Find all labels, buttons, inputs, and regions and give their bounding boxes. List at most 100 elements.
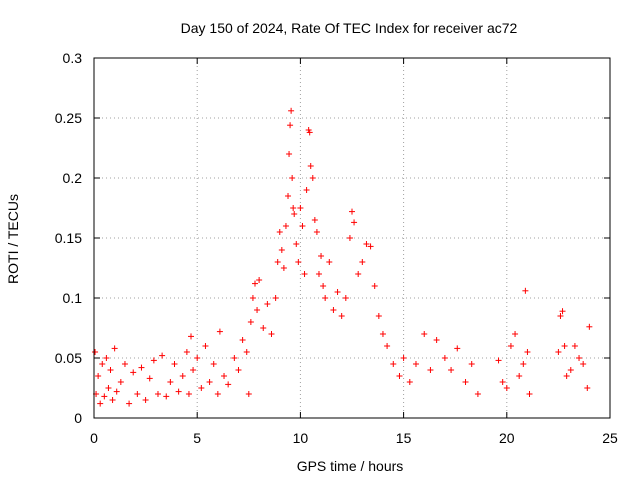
data-point <box>384 343 391 349</box>
y-tick-label: 0.05 <box>55 350 82 366</box>
data-point <box>150 357 157 364</box>
data-point <box>185 391 192 397</box>
data-point <box>291 211 298 217</box>
data-point <box>264 301 271 307</box>
data-point <box>198 385 205 391</box>
data-point <box>260 325 267 331</box>
data-point <box>163 393 170 400</box>
data-point <box>507 343 514 349</box>
data-point <box>225 381 232 388</box>
data-point <box>117 379 124 385</box>
data-point <box>293 241 300 247</box>
data-point <box>555 349 562 355</box>
data-point <box>454 345 461 352</box>
data-point <box>142 397 149 403</box>
data-point <box>138 364 145 371</box>
data-point <box>126 400 133 407</box>
data-point <box>301 271 308 277</box>
data-point <box>134 391 141 397</box>
data-point <box>245 391 252 397</box>
data-point <box>274 259 281 265</box>
data-point <box>396 373 403 379</box>
y-tick-label: 0.2 <box>63 170 83 186</box>
data-point <box>287 122 294 129</box>
data-point <box>563 373 570 379</box>
data-point <box>320 283 327 289</box>
data-points <box>92 107 593 407</box>
data-point <box>206 379 213 385</box>
data-point <box>322 295 329 301</box>
data-point <box>285 193 292 199</box>
data-point <box>171 361 178 367</box>
data-point <box>276 229 283 235</box>
data-point <box>495 357 502 364</box>
y-tick-label: 0.3 <box>63 50 83 66</box>
data-point <box>239 337 246 343</box>
data-point <box>188 333 195 340</box>
data-point <box>101 393 108 400</box>
data-point <box>99 361 106 367</box>
data-point <box>159 352 166 359</box>
data-point <box>342 295 349 301</box>
data-point <box>359 259 366 265</box>
data-point <box>280 265 287 271</box>
data-point <box>503 385 510 391</box>
data-point <box>256 277 263 283</box>
data-point <box>111 345 118 352</box>
data-point <box>557 313 564 319</box>
data-point <box>202 343 209 349</box>
data-point <box>516 373 523 379</box>
data-point <box>474 391 481 397</box>
data-point <box>520 361 527 367</box>
data-point <box>371 283 378 289</box>
data-point <box>282 223 289 229</box>
data-point <box>512 331 519 337</box>
data-point <box>97 400 104 407</box>
y-tick-label: 0.15 <box>55 230 82 246</box>
x-tick-label: 20 <box>499 430 515 446</box>
data-point <box>107 367 114 373</box>
data-point <box>288 107 295 114</box>
data-point <box>268 331 275 337</box>
data-point <box>351 219 358 226</box>
data-point <box>216 328 223 335</box>
data-point <box>290 205 297 211</box>
data-point <box>363 241 370 247</box>
data-point <box>309 175 316 181</box>
x-tick-label: 15 <box>396 430 412 446</box>
y-tick-label: 0.25 <box>55 110 82 126</box>
data-point <box>95 373 102 379</box>
data-point <box>105 385 112 391</box>
data-point <box>355 271 362 277</box>
data-point <box>346 235 353 241</box>
data-point <box>92 349 99 355</box>
x-tick-label: 10 <box>293 430 309 446</box>
data-point <box>406 379 413 385</box>
axis-ticks: 0 5 10 15 20 25 0 0.05 0.1 0.15 0.2 0.25 0.3 <box>55 50 618 446</box>
data-point <box>254 307 261 313</box>
y-tick-label: 0.1 <box>63 290 83 306</box>
data-point <box>307 163 314 169</box>
x-tick-label: 25 <box>602 430 618 446</box>
data-point <box>580 361 587 367</box>
data-point <box>303 187 310 193</box>
data-point <box>584 385 591 391</box>
data-point <box>311 217 318 223</box>
data-point <box>524 349 531 355</box>
data-point <box>183 349 190 355</box>
data-point <box>567 367 574 373</box>
data-point <box>249 295 256 301</box>
data-point <box>231 355 238 361</box>
data-point <box>421 331 428 337</box>
data-point <box>367 243 374 250</box>
chart-title: Day 150 of 2024, Rate Of TEC Index for r… <box>181 20 518 36</box>
data-point <box>235 367 242 373</box>
data-point <box>412 361 419 367</box>
data-point <box>297 205 304 211</box>
data-point <box>462 379 469 385</box>
data-point <box>299 223 306 229</box>
data-point <box>330 307 337 313</box>
data-point <box>272 295 279 301</box>
data-point <box>468 361 475 367</box>
